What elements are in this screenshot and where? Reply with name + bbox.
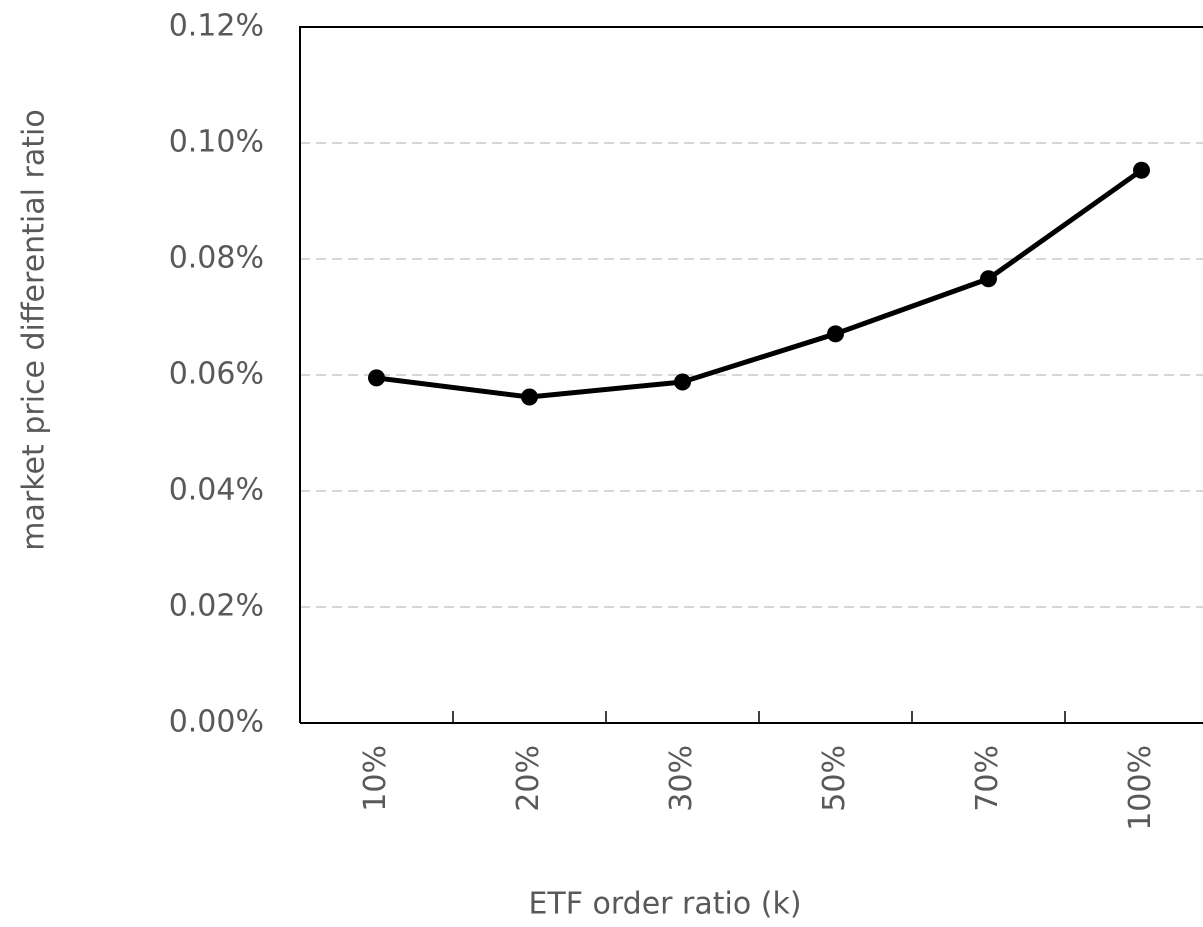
x-tick-label: 30% bbox=[664, 745, 699, 812]
y-axis-title: market price differential ratio bbox=[17, 109, 52, 550]
x-tick-label: 10% bbox=[358, 745, 393, 812]
marker bbox=[1133, 161, 1150, 179]
y-tick-label: 0.10% bbox=[169, 125, 264, 160]
plot-frame bbox=[299, 26, 1203, 723]
y-tick-label: 0.08% bbox=[169, 241, 264, 276]
marker bbox=[368, 369, 385, 387]
x-tick-label: 100% bbox=[1123, 745, 1158, 831]
y-tick-label: 0.02% bbox=[169, 589, 264, 624]
marker bbox=[980, 270, 997, 288]
marker bbox=[827, 325, 844, 343]
line bbox=[376, 168, 1143, 400]
x-tick-label: 50% bbox=[817, 745, 852, 812]
y-tick-label: 0.00% bbox=[169, 705, 264, 740]
x-tick-label: 20% bbox=[511, 745, 546, 812]
y-tick-label: 0.12% bbox=[169, 9, 264, 44]
y-tick-label: 0.04% bbox=[169, 473, 264, 508]
x-tick-label: 70% bbox=[970, 745, 1005, 812]
marker bbox=[674, 373, 691, 391]
y-tick-label: 0.06% bbox=[169, 357, 264, 392]
x-axis-title: ETF order ratio (k) bbox=[528, 887, 801, 922]
marker bbox=[521, 388, 538, 406]
